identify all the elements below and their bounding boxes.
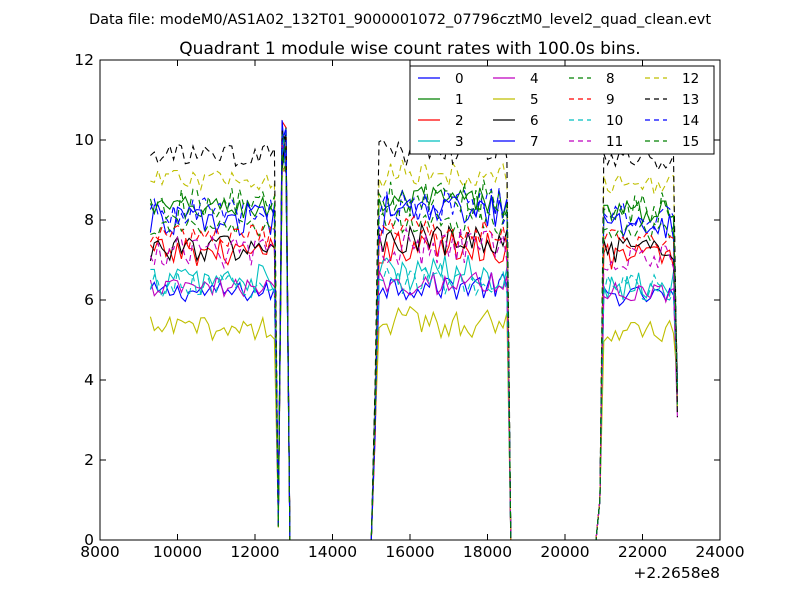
x-tick-label: 20000 — [540, 543, 589, 561]
x-tick-label: 12000 — [230, 543, 279, 561]
series-line-14 — [149, 127, 678, 541]
x-tick-label: 10000 — [153, 543, 202, 561]
y-tick-label: 2 — [84, 451, 94, 469]
y-tick-label: 6 — [84, 291, 94, 309]
legend-label: 15 — [682, 134, 699, 150]
legend-label: 8 — [606, 71, 615, 87]
series-line-15 — [149, 153, 678, 541]
legend-label: 5 — [530, 92, 539, 108]
legend-label: 9 — [606, 92, 615, 108]
legend-label: 1 — [455, 92, 464, 108]
y-tick-label: 10 — [74, 131, 94, 149]
y-tick-label: 0 — [84, 531, 94, 549]
legend-label: 4 — [530, 71, 539, 87]
legend-label: 7 — [530, 134, 539, 150]
y-tick-label: 4 — [84, 371, 94, 389]
legend-label: 6 — [530, 113, 539, 129]
legend-label: 12 — [682, 71, 699, 87]
legend-label: 11 — [606, 134, 623, 150]
y-tick-label: 8 — [84, 211, 94, 229]
legend-label: 13 — [682, 92, 699, 108]
legend-label: 10 — [606, 113, 623, 129]
legend-frame — [409, 65, 715, 155]
x-tick-label: 8000 — [80, 543, 119, 561]
x-tick-label: 24000 — [695, 543, 744, 561]
x-axis-offset-label: +2.2658e8 — [633, 564, 720, 582]
y-tick-label: 12 — [74, 51, 94, 69]
ticks-layer: 8000 10000 12000 14000 16000 18000 20000 22000 2… — [74, 51, 744, 561]
legend-label: 14 — [682, 113, 699, 129]
x-tick-label: 22000 — [618, 543, 667, 561]
x-tick-label: 16000 — [385, 543, 434, 561]
x-tick-label: 14000 — [308, 543, 357, 561]
legend-label: 3 — [455, 134, 464, 150]
legend-label: 0 — [455, 71, 464, 87]
figure-suptitle: Data file: modeM0/AS1A02_132T01_90000010… — [89, 12, 711, 28]
x-tick-label: 18000 — [463, 543, 512, 561]
legend-label: 2 — [455, 113, 464, 129]
chart-title: Quadrant 1 module wise count rates with … — [179, 39, 640, 59]
